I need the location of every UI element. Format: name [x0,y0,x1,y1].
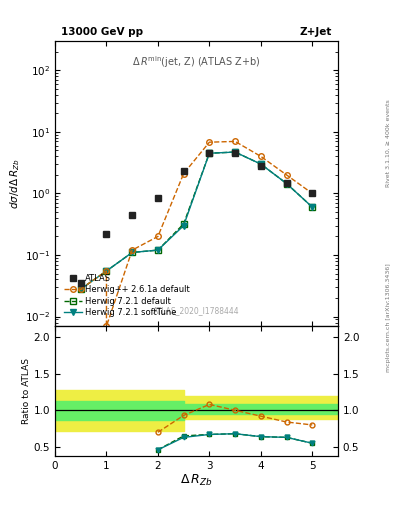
Herwig 7.2.1 default [207,150,212,156]
Herwig 7.2.1 default [78,286,83,292]
Line: Herwig 7.2.1 softTune: Herwig 7.2.1 softTune [78,150,315,292]
ATLAS [130,211,134,218]
Herwig 7.2.1 softTune [233,149,237,155]
Herwig 7.2.1 default [284,180,289,186]
Herwig 7.2.1 softTune [130,249,134,255]
ATLAS [104,231,109,237]
Y-axis label: $d\sigma/d\Delta\,R_{Zb}$: $d\sigma/d\Delta\,R_{Zb}$ [8,158,22,209]
Text: $\Delta\,R^{\mathrm{min}}$(jet, Z) (ATLAS Z+b): $\Delta\,R^{\mathrm{min}}$(jet, Z) (ATLA… [132,54,261,70]
Herwig++ 2.6.1a default [284,172,289,178]
Herwig 7.2.1 softTune [207,150,212,156]
Herwig 7.2.1 softTune [156,247,160,253]
Herwig 7.2.1 default [156,247,160,253]
ATLAS [156,195,160,201]
Herwig++ 2.6.1a default [104,268,109,274]
ATLAS [284,180,289,186]
Y-axis label: Ratio to ATLAS: Ratio to ATLAS [22,358,31,424]
Text: Z+Jet: Z+Jet [300,27,332,37]
Line: ATLAS: ATLAS [78,150,315,286]
Herwig++ 2.6.1a default [181,170,186,177]
ATLAS [181,168,186,174]
Herwig 7.2.1 default [104,268,109,274]
Herwig 7.2.1 softTune [104,268,109,274]
Herwig++ 2.6.1a default [156,233,160,240]
ATLAS [310,190,315,197]
Line: Herwig 7.2.1 default: Herwig 7.2.1 default [78,150,315,292]
Herwig++ 2.6.1a default [104,323,109,329]
Herwig 7.2.1 default [233,149,237,155]
Herwig 7.2.1 default [130,249,134,255]
Text: 13000 GeV pp: 13000 GeV pp [61,27,143,37]
Herwig 7.2.1 default [259,161,263,167]
Herwig++ 2.6.1a default [207,139,212,145]
Text: Rivet 3.1.10, ≥ 400k events: Rivet 3.1.10, ≥ 400k events [386,99,391,187]
Text: mcplots.cern.ch [arXiv:1306.3436]: mcplots.cern.ch [arXiv:1306.3436] [386,263,391,372]
Herwig 7.2.1 softTune [78,286,83,292]
Herwig 7.2.1 softTune [284,180,289,186]
Herwig++ 2.6.1a default [78,286,83,292]
ATLAS [259,163,263,169]
Herwig 7.2.1 default [310,204,315,210]
Herwig 7.2.1 default [181,221,186,227]
Herwig++ 2.6.1a default [130,247,134,253]
Herwig 7.2.1 softTune [310,204,315,210]
ATLAS [233,150,237,156]
Legend: ATLAS, Herwig++ 2.6.1a default, Herwig 7.2.1 default, Herwig 7.2.1 softTune: ATLAS, Herwig++ 2.6.1a default, Herwig 7… [62,272,192,319]
Herwig++ 2.6.1a default [310,190,315,197]
X-axis label: $\Delta\,R_{Zb}$: $\Delta\,R_{Zb}$ [180,473,213,488]
Herwig++ 2.6.1a default [233,138,237,144]
Line: Herwig++ 2.6.1a default: Herwig++ 2.6.1a default [78,139,315,329]
ATLAS [78,280,83,286]
ATLAS [207,150,212,156]
Herwig 7.2.1 softTune [259,161,263,167]
Herwig++ 2.6.1a default [259,153,263,159]
Herwig 7.2.1 softTune [181,223,186,229]
Text: ATLAS_2020_I1788444: ATLAS_2020_I1788444 [153,306,240,315]
